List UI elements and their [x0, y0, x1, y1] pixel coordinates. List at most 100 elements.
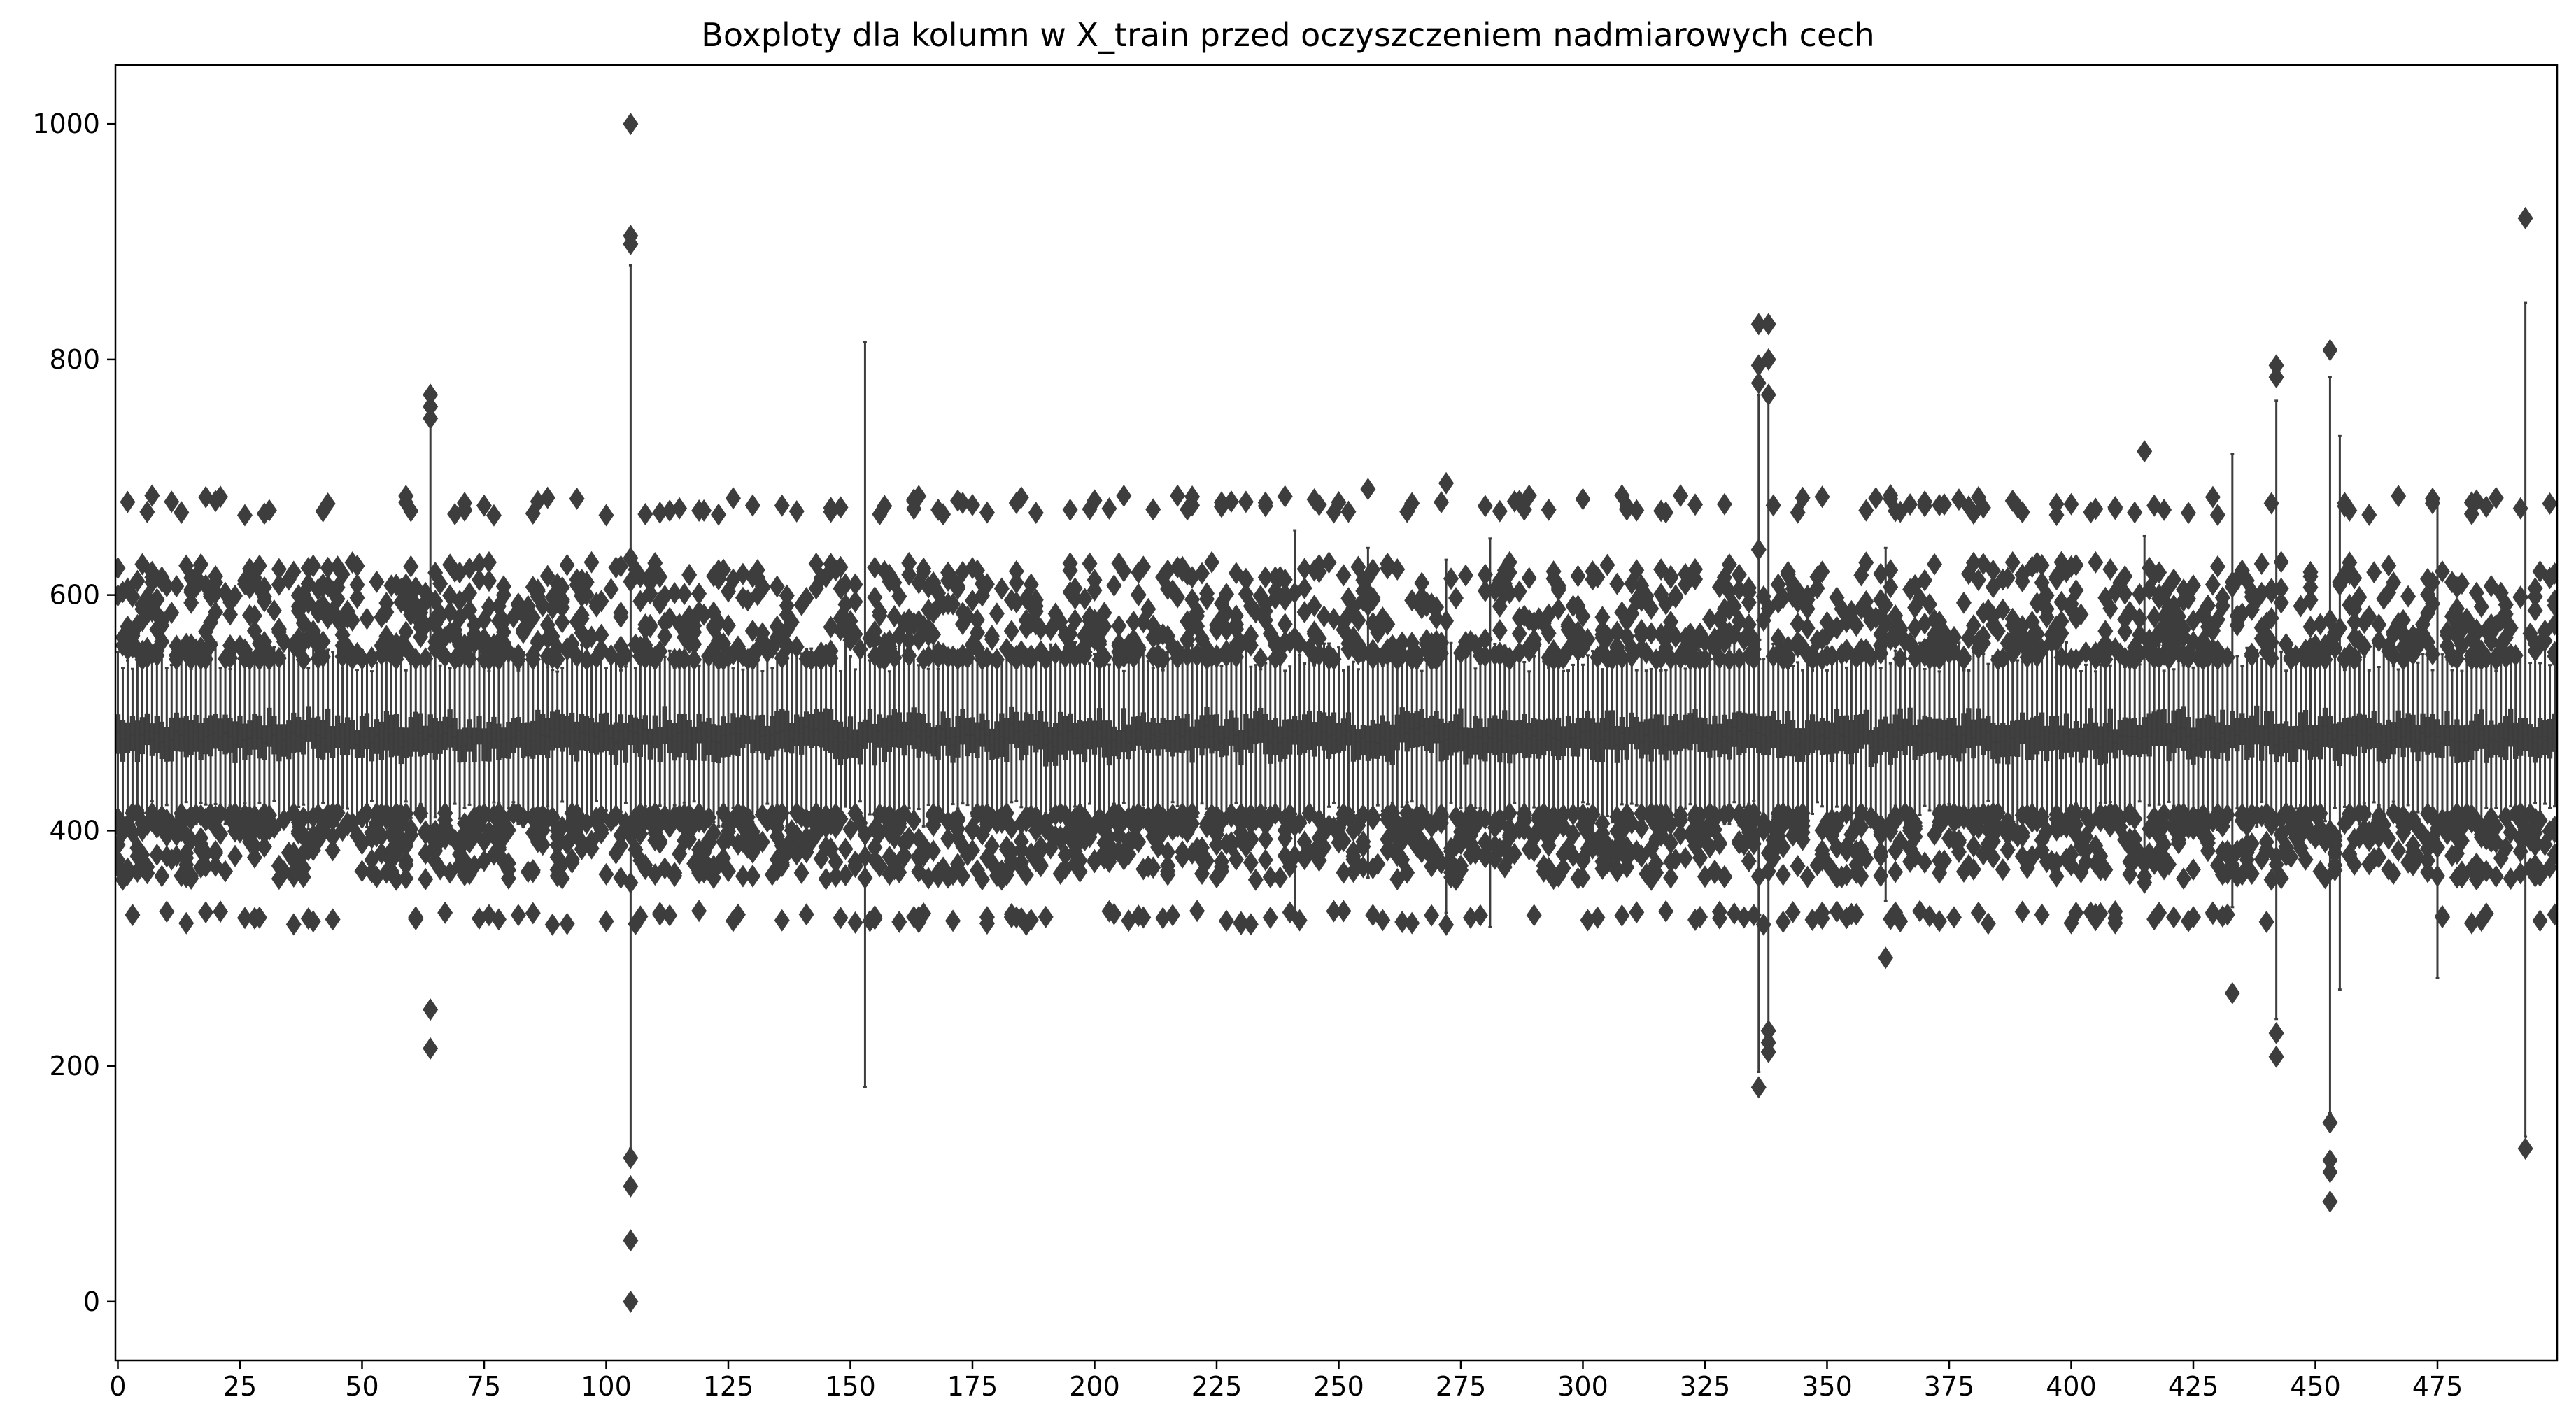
outlier-point	[423, 998, 439, 1021]
outlier-point	[535, 833, 551, 856]
box	[530, 720, 536, 759]
outlier-point	[344, 648, 360, 671]
box	[1350, 725, 1357, 762]
outlier-point	[213, 900, 229, 923]
box	[613, 722, 619, 765]
outlier-point	[744, 865, 760, 888]
box	[1380, 715, 1385, 756]
outlier-point	[398, 853, 414, 876]
outlier-point	[315, 630, 331, 653]
box	[1848, 720, 1855, 765]
outlier-point	[423, 1037, 439, 1060]
outlier-point	[623, 232, 639, 255]
box	[1541, 720, 1547, 756]
box	[1131, 716, 1137, 751]
outlier-point	[749, 559, 765, 582]
outlier-point	[623, 1174, 639, 1198]
outlier-point	[271, 558, 287, 581]
outlier-point	[916, 557, 932, 580]
outlier-point	[1424, 904, 1440, 927]
box	[1340, 718, 1347, 751]
box	[516, 717, 521, 748]
box	[311, 717, 316, 749]
box	[623, 723, 629, 763]
outlier-point	[613, 605, 629, 628]
box	[1409, 713, 1415, 748]
outlier-point	[1023, 573, 1039, 596]
box	[1434, 711, 1439, 744]
box-column-100	[598, 504, 614, 933]
outlier-point	[711, 611, 727, 634]
box	[1224, 719, 1229, 756]
outlier-point	[837, 593, 854, 616]
box	[833, 720, 839, 760]
outlier-point	[208, 601, 224, 624]
outlier-point	[295, 648, 311, 672]
box	[1736, 711, 1742, 755]
box	[1258, 707, 1264, 743]
box	[393, 714, 399, 756]
outlier-point	[256, 835, 272, 858]
outlier-point	[891, 910, 907, 933]
box	[369, 727, 375, 762]
outlier-point	[1067, 577, 1083, 600]
outlier-point	[344, 609, 360, 632]
outlier-point	[613, 835, 629, 858]
box	[711, 724, 716, 762]
outlier-point	[246, 846, 262, 869]
outlier-point	[579, 571, 595, 594]
outlier-point	[218, 860, 234, 883]
outlier-point	[979, 501, 995, 524]
outlier-point	[349, 574, 365, 597]
box	[1712, 715, 1718, 751]
box	[154, 716, 160, 753]
outlier-point	[1511, 580, 1527, 603]
box	[1336, 723, 1342, 753]
box	[1233, 717, 1239, 753]
outlier-point	[325, 839, 341, 862]
box	[193, 715, 199, 752]
outlier-point	[1590, 906, 1606, 929]
box	[1839, 716, 1845, 752]
outlier-point	[481, 595, 497, 618]
box	[1287, 719, 1293, 755]
outlier-point	[818, 867, 834, 890]
box	[686, 720, 692, 760]
box	[857, 721, 863, 765]
outlier-point	[1003, 841, 1019, 864]
outlier-point	[613, 555, 629, 578]
outlier-point	[305, 554, 321, 577]
box	[1106, 720, 1112, 766]
outlier-point	[525, 860, 541, 883]
chart-title: Boxploty dla kolumn w X_train przed oczy…	[701, 16, 1874, 54]
outlier-point	[236, 907, 253, 930]
outlier-point	[1336, 900, 1352, 923]
outlier-point	[1116, 560, 1132, 583]
outlier-point	[593, 818, 609, 842]
box	[1429, 715, 1434, 753]
box	[1057, 711, 1063, 755]
outlier-point	[1145, 498, 1161, 521]
box	[1829, 722, 1835, 762]
box	[1873, 727, 1878, 764]
outlier-point	[901, 629, 917, 652]
box	[383, 711, 390, 751]
outlier-point	[1243, 913, 1259, 936]
outlier-point	[833, 907, 849, 930]
box	[174, 712, 179, 752]
outlier-point	[1570, 565, 1586, 588]
outlier-point	[623, 1146, 639, 1170]
box	[608, 724, 614, 755]
outlier-point	[1135, 906, 1152, 929]
outlier-point	[554, 611, 570, 634]
outlier-point	[222, 603, 239, 626]
outlier-point	[266, 599, 282, 622]
box	[374, 719, 380, 754]
outlier-point	[788, 499, 805, 523]
outlier-point	[711, 503, 727, 526]
outlier-point	[285, 560, 302, 583]
box	[886, 715, 893, 752]
outlier-point	[926, 623, 942, 646]
box	[1668, 716, 1673, 751]
box	[1019, 720, 1024, 761]
